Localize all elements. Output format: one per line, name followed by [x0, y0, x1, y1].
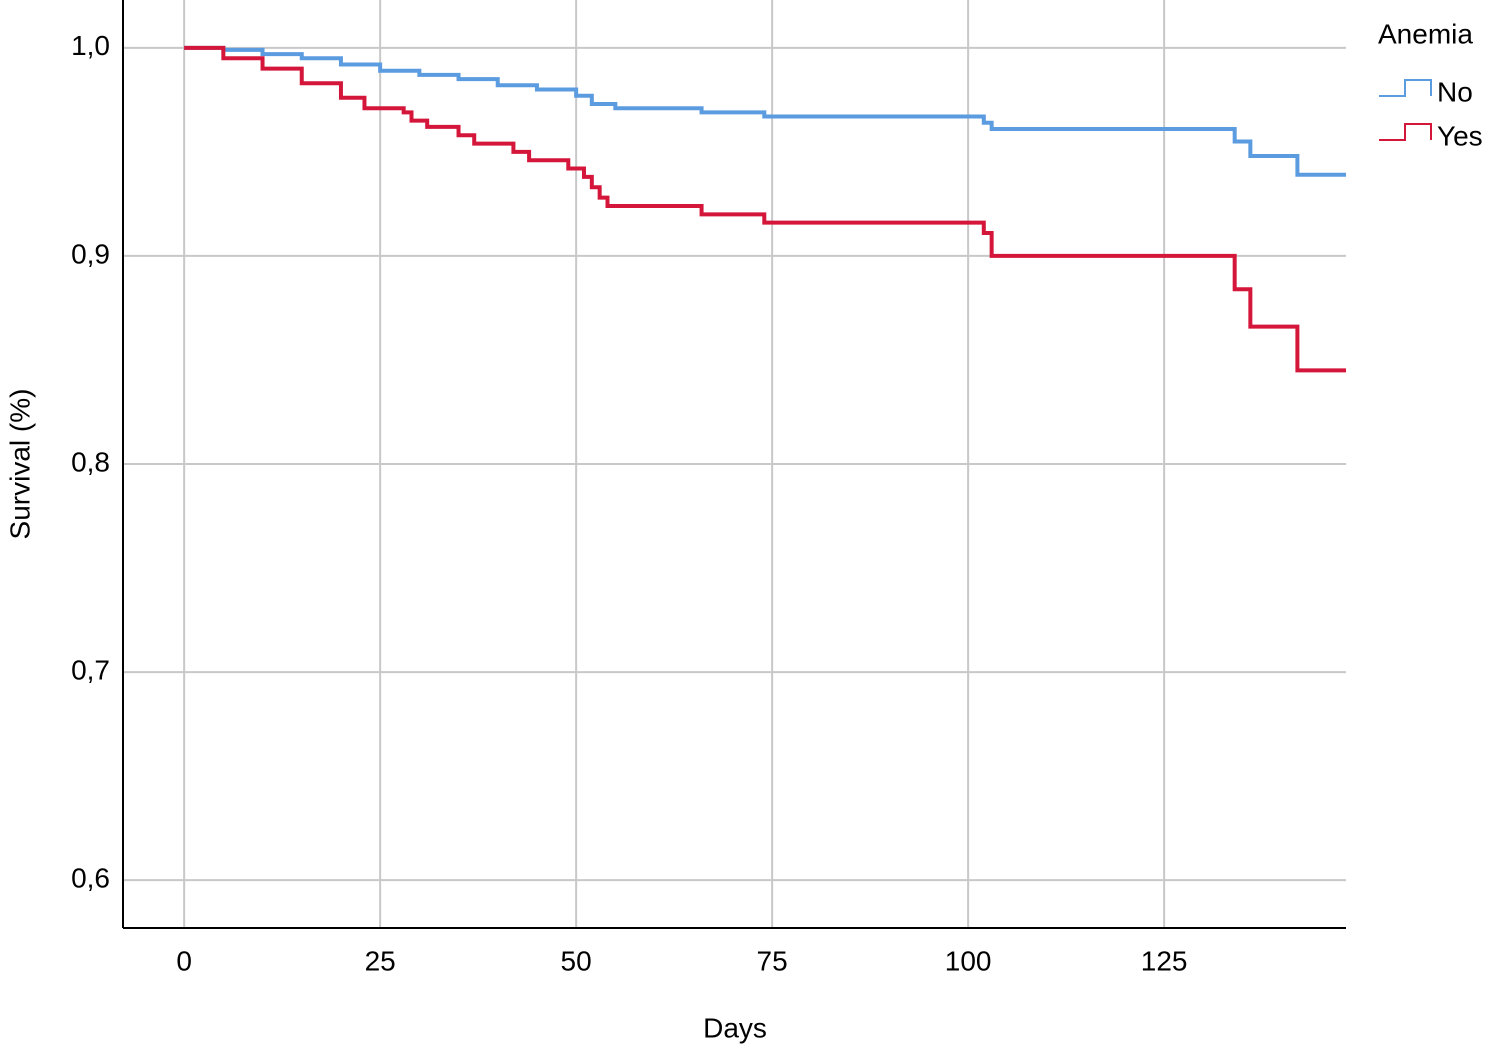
y-tick-label: 0,9 [71, 238, 110, 269]
y-tick-label: 0,7 [71, 654, 110, 685]
y-tick-label: 1,0 [71, 30, 110, 61]
y-tick-label: 0,8 [71, 446, 110, 477]
x-axis-label: Days [703, 1012, 767, 1043]
legend-title: Anemia [1378, 18, 1473, 49]
x-tick-label: 0 [176, 945, 192, 976]
legend-swatch [1379, 123, 1432, 141]
legend-swatch [1379, 79, 1432, 97]
legend-label: No [1437, 76, 1473, 107]
legend-label: Yes [1437, 120, 1483, 151]
x-tick-label: 100 [945, 945, 992, 976]
survival-line [184, 45, 1346, 373]
x-tick-label: 125 [1141, 945, 1188, 976]
x-tick-label: 25 [365, 945, 396, 976]
x-tick-label: 75 [757, 945, 788, 976]
survival-line [184, 45, 1346, 177]
x-tick-label: 50 [561, 945, 592, 976]
y-axis-label: Survival (%) [4, 389, 35, 540]
y-tick-label: 0,6 [71, 863, 110, 894]
